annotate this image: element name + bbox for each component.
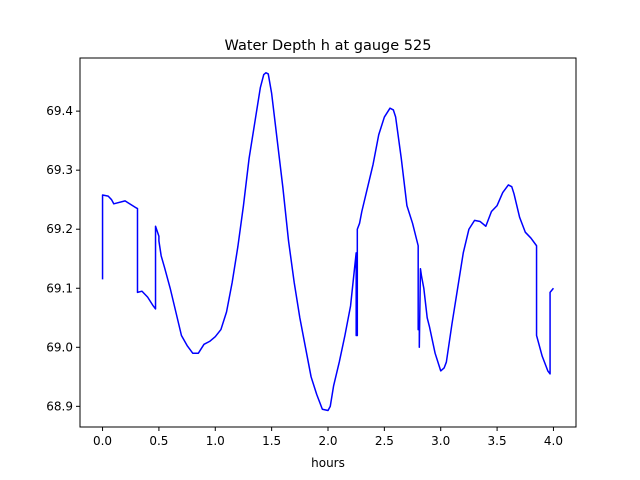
x-tick-label: 2.5: [375, 434, 394, 448]
x-tick-label: 2.0: [318, 434, 337, 448]
x-tick-label: 3.5: [488, 434, 507, 448]
chart-title: Water Depth h at gauge 525: [225, 38, 432, 54]
x-tick-label: 0.0: [93, 434, 112, 448]
x-axis: 0.0 0.5 1.0 1.5 2.0 2.5 3.0 3.5 4.0: [93, 427, 563, 448]
series-layer: [101, 72, 555, 412]
y-tick-label: 69.0: [46, 340, 73, 354]
y-tick-label: 69.2: [46, 222, 73, 236]
y-tick-label: 69.3: [46, 163, 73, 177]
x-tick-label: 4.0: [544, 434, 563, 448]
x-tick-label: 1.5: [262, 434, 281, 448]
y-tick-label: 69.1: [46, 281, 73, 295]
x-axis-label: hours: [311, 456, 345, 470]
y-tick-label: 68.9: [46, 399, 73, 413]
x-tick-label: 0.5: [149, 434, 168, 448]
x-tick-label: 3.0: [431, 434, 450, 448]
series-line-0: [101, 72, 555, 412]
y-tick-label: 69.4: [46, 104, 73, 118]
y-axis: 68.9 69.0 69.1 69.2 69.3 69.4: [46, 104, 80, 413]
x-tick-label: 1.0: [206, 434, 225, 448]
